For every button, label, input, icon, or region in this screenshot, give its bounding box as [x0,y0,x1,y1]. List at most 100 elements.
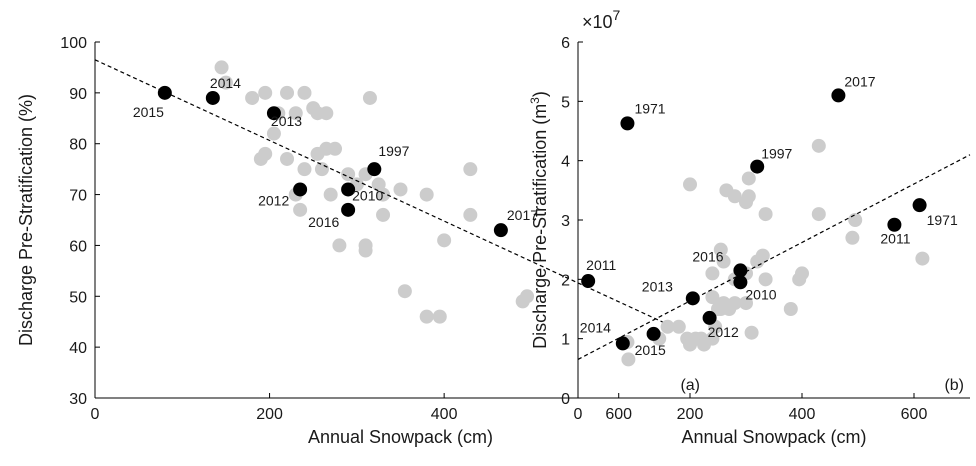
y-axis-label-superscript: 3 [528,97,542,104]
point-year-label: 2017 [844,73,875,89]
trendline [94,59,707,343]
point-year-label: 1971 [634,100,665,116]
data-point-gray [713,302,728,316]
y-tick-label: 50 [69,289,87,306]
data-point-gray [758,272,773,287]
point-year-label: 1997 [761,146,792,162]
data-point-gray [280,85,295,100]
data-point-highlight [685,291,700,306]
data-point-gray [621,352,636,367]
data-point-gray [716,254,731,269]
data-point-gray [314,162,329,177]
data-point-gray [297,162,312,177]
point-year-label: 2012 [708,324,739,340]
data-point-gray [266,126,281,141]
point-year-label: 2013 [271,113,302,129]
point-year-label: 2014 [210,75,241,91]
data-point-gray [437,233,452,248]
data-point-gray [848,213,863,227]
data-point-highlight [341,182,356,197]
panel-tag: (a) [680,377,700,394]
point-year-label: 2015 [133,104,164,120]
point-year-label: 2011 [880,231,910,247]
data-point-gray [660,319,675,334]
data-point-gray [758,207,773,222]
point-year-label: 1971 [927,212,958,228]
data-point-highlight [205,90,220,105]
data-point-gray [845,230,860,245]
data-point-gray [214,60,229,75]
data-point-gray [293,202,308,217]
data-point-highlight [733,263,748,278]
x-tick-label: 600 [605,406,632,423]
point-year-label: 2017 [507,207,538,223]
y-tick-label: 6 [561,35,570,52]
data-point-highlight [367,162,382,177]
data-point-highlight [341,202,356,217]
data-point-gray [376,187,391,202]
data-point-gray [783,302,798,316]
y-tick-label: 80 [69,137,87,154]
data-point-gray [705,331,720,346]
data-point-highlight [266,106,281,121]
data-point-gray [432,309,447,324]
point-year-label: 2010 [745,286,776,302]
y-multiplier-base: ×10 [582,12,613,32]
data-point-highlight [293,182,308,197]
data-point-gray [811,138,826,153]
data-point-gray [280,151,295,166]
data-point-gray [741,189,756,204]
data-point-gray [811,207,826,222]
data-point-gray [297,85,312,100]
data-point-highlight [581,274,596,289]
data-point-highlight [887,217,902,232]
data-point-gray [419,309,434,324]
panel-tag: (b) [944,377,964,394]
y-multiplier: ×107 [582,7,621,32]
y-tick-label: 4 [561,154,570,171]
point-year-label: 2016 [692,248,723,264]
data-point-gray [397,284,412,299]
x-tick-label: 600 [901,406,928,423]
y-tick-label: 100 [60,35,87,52]
data-point-gray [376,207,391,222]
data-point-gray [245,90,260,105]
data-point-highlight [646,326,661,341]
point-year-label: 2012 [258,192,289,208]
point-year-label: 2016 [308,214,339,230]
data-point-gray [328,141,343,156]
data-point-highlight [750,159,765,174]
x-axis-label: Annual Snowpack (cm) [681,427,866,447]
data-point-highlight [702,310,717,325]
data-point-gray [463,207,478,222]
trendline [577,154,971,360]
x-tick-label: 200 [677,406,704,423]
data-point-gray [739,296,753,311]
y-axis-label-main: Discharge Pre-Stratification (m [530,104,550,349]
data-point-highlight [615,336,630,351]
data-point-gray [358,243,373,258]
data-point-gray [323,187,338,202]
y-axis-label: Discharge Pre-Stratification (m3) [528,91,550,349]
data-point-gray [744,325,759,340]
data-point-gray [393,182,408,197]
y-axis-label: Discharge Pre-Stratification (%) [16,94,36,346]
y-tick-label: 70 [69,188,87,205]
y-tick-label: 30 [69,391,87,408]
data-point-gray [727,189,742,204]
y-multiplier-exponent: 7 [613,7,621,23]
y-tick-label: 2 [561,272,570,289]
data-point-gray [741,171,756,186]
data-point-gray [332,238,347,253]
data-point-gray [419,187,434,202]
data-point-highlight [912,198,927,213]
y-tick-label: 60 [69,238,87,255]
y-tick-label: 5 [561,94,570,111]
point-year-label: 2015 [635,342,666,358]
data-point-gray [463,162,478,177]
y-tick-label: 1 [561,332,570,349]
data-point-gray [915,251,930,266]
point-year-label: 2013 [642,278,673,294]
